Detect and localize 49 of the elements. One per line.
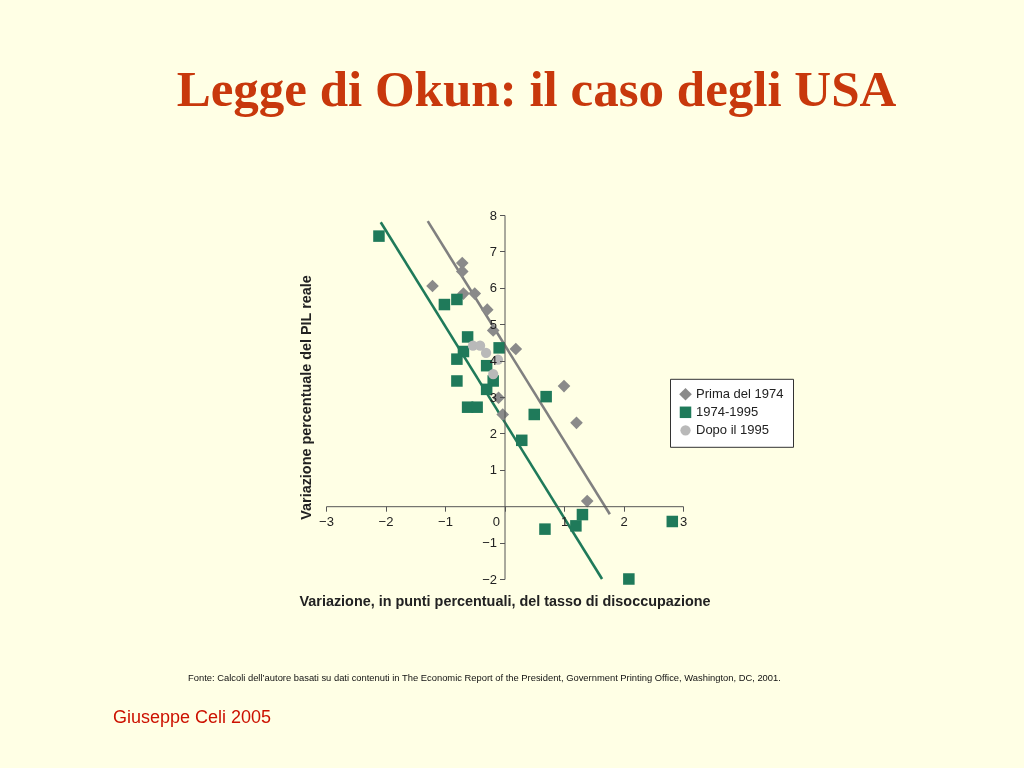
point	[480, 303, 494, 316]
chart-title: Legge di Okun: il caso degli USA	[176, 61, 897, 117]
point	[451, 375, 463, 387]
point	[468, 287, 482, 300]
legend-label: Prima del 1974	[696, 386, 784, 402]
x-tick-label: −2	[378, 513, 394, 529]
point	[570, 520, 582, 532]
point	[455, 265, 469, 278]
point	[488, 368, 499, 380]
point	[516, 434, 528, 447]
y-tick-label: 1	[489, 462, 497, 478]
point	[451, 353, 463, 365]
point	[373, 230, 385, 242]
source-note: Fonte: Calcoli dell’autore basati su dati contenuti in The Economic Report of the President, Government Printing Office, Washington, DC, 2001.	[188, 672, 781, 683]
point	[528, 408, 541, 421]
y-tick-label: −1	[482, 535, 497, 551]
y-tick-label: 4	[489, 353, 497, 369]
x-tick-label: −3	[319, 513, 334, 529]
point	[461, 331, 474, 343]
point	[493, 342, 505, 354]
point	[576, 508, 589, 521]
y-tick-label: 7	[489, 243, 497, 259]
point	[438, 298, 451, 311]
legend-label: Dopo il 1995	[696, 422, 769, 438]
point	[557, 379, 571, 393]
point	[540, 390, 552, 403]
point	[426, 279, 439, 293]
x-tick-label: 3	[679, 513, 688, 529]
y-tick-label: 2	[489, 425, 497, 441]
legend-label: 1974-1995	[696, 404, 759, 420]
x-tick-label: 0	[492, 513, 500, 529]
point	[451, 293, 463, 306]
x-axis-title: Variazione, in punti percentuali, del tasso di disoccupazione	[299, 592, 711, 609]
point	[509, 342, 523, 356]
x-tick-label: 2	[620, 513, 628, 529]
y-tick-label: −2	[482, 571, 497, 587]
x-tick-label: −1	[438, 513, 453, 529]
point	[666, 515, 679, 528]
point	[570, 416, 583, 430]
point	[580, 494, 594, 508]
point	[623, 573, 635, 585]
y-tick-label: 6	[489, 280, 497, 296]
point	[471, 401, 483, 413]
point	[480, 347, 492, 359]
text: Giuseppe Celi 2005	[113, 707, 272, 727]
y-axis-title: Variazione percentuale del PIL reale	[297, 275, 314, 520]
y-tick-label: 5	[489, 316, 497, 332]
point	[539, 523, 551, 535]
y-tick-label: 8	[489, 207, 497, 223]
